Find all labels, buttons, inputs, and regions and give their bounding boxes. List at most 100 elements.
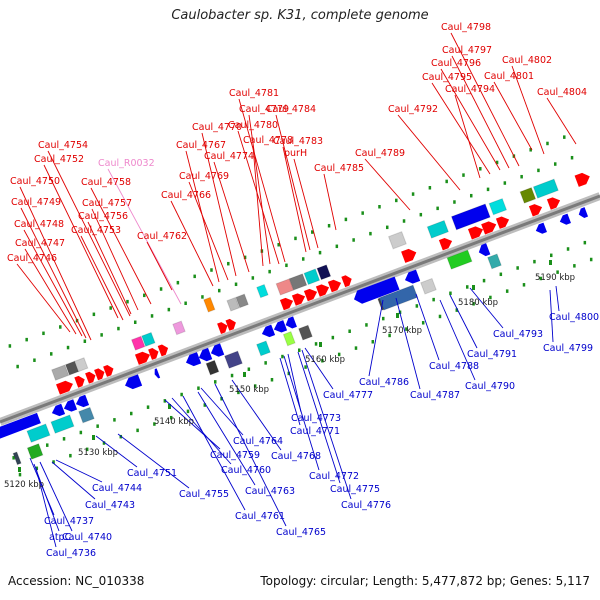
gene-reverse-arrow[interactable]: [209, 343, 225, 358]
gene-forward-arrow[interactable]: [341, 274, 353, 288]
gene-block[interactable]: [50, 414, 75, 434]
gene-label-forward[interactable]: Caul_4774: [204, 151, 254, 162]
gene-label-reverse[interactable]: atpC: [49, 532, 72, 543]
gene-label-reverse[interactable]: Caul_4800: [549, 312, 599, 323]
gene-label-reverse[interactable]: Caul_4775: [330, 484, 380, 495]
gene-block[interactable]: [235, 293, 249, 309]
gene-label-forward[interactable]: Caul_4753: [71, 225, 121, 236]
gene-label-reverse[interactable]: Caul_4776: [341, 500, 391, 511]
gene-block[interactable]: [205, 359, 220, 376]
gene-reverse-arrow[interactable]: [260, 324, 276, 340]
gene-label-forward[interactable]: Caul_4769: [179, 171, 229, 182]
gene-label-forward[interactable]: Caul_4750: [10, 176, 60, 187]
gene-forward-arrow[interactable]: [134, 350, 152, 365]
gene-label-forward[interactable]: Caul_4749: [11, 197, 61, 208]
gene-label-forward[interactable]: Caul_4766: [161, 190, 211, 201]
gene-reverse-arrow[interactable]: [477, 243, 491, 258]
gene-block[interactable]: [488, 197, 508, 216]
gene-reverse-arrow[interactable]: [0, 412, 41, 441]
gene-block[interactable]: [26, 423, 51, 443]
gene-label-forward[interactable]: Caul_4754: [38, 140, 88, 151]
gene-label-reverse[interactable]: Caul_4793: [493, 329, 543, 340]
gene-label-reverse[interactable]: Caul_4755: [179, 489, 229, 500]
gene-label-forward[interactable]: Caul_4794: [445, 84, 495, 95]
gene-label-forward[interactable]: Caul_4785: [314, 163, 364, 174]
gene-block[interactable]: [519, 187, 537, 204]
gene-forward-arrow[interactable]: [157, 343, 170, 357]
gene-label-forward[interactable]: purH: [284, 148, 307, 159]
gene-block[interactable]: [73, 357, 89, 373]
gene-label-reverse[interactable]: Caul_4777: [323, 390, 373, 401]
gene-block[interactable]: [298, 324, 313, 341]
gene-forward-arrow[interactable]: [56, 379, 75, 395]
gene-label-forward[interactable]: Caul_4801: [484, 71, 534, 82]
gene-label-forward[interactable]: Caul_4748: [14, 219, 64, 230]
gene-label-reverse[interactable]: Caul_4771: [290, 426, 340, 437]
gene-reverse-arrow[interactable]: [74, 394, 90, 410]
gene-label-forward[interactable]: Caul_4798: [441, 22, 491, 33]
gene-reverse-arrow[interactable]: [352, 276, 400, 306]
gene-block[interactable]: [256, 340, 271, 357]
gene-label-reverse[interactable]: Caul_4763: [245, 486, 295, 497]
gene-block[interactable]: [387, 231, 407, 250]
gene-block[interactable]: [282, 331, 296, 347]
gene-label-forward[interactable]: Caul_4789: [355, 148, 405, 159]
gene-block[interactable]: [12, 451, 22, 466]
gene-forward-arrow[interactable]: [467, 224, 485, 240]
gene-forward-arrow[interactable]: [495, 214, 511, 229]
gene-reverse-arrow[interactable]: [577, 207, 589, 219]
gene-label-reverse[interactable]: Caul_4761: [235, 511, 285, 522]
gene-forward-arrow[interactable]: [74, 374, 86, 388]
gene-label-forward[interactable]: Caul_4802: [502, 55, 552, 66]
gene-block[interactable]: [130, 335, 146, 351]
gene-label-forward[interactable]: Caul_4781: [229, 88, 279, 99]
gene-label-reverse[interactable]: Caul_4751: [127, 468, 177, 479]
gene-reverse-arrow[interactable]: [184, 352, 202, 368]
gene-label-reverse[interactable]: Caul_4760: [221, 465, 271, 476]
gene-forward-arrow[interactable]: [315, 282, 331, 297]
gene-label-forward[interactable]: Caul_4770: [192, 122, 242, 133]
gene-label-forward[interactable]: Caul_4796: [431, 58, 481, 69]
gene-label-forward[interactable]: Caul_4756: [78, 211, 128, 222]
gene-block[interactable]: [51, 364, 70, 381]
gene-forward-arrow[interactable]: [85, 370, 97, 384]
gene-reverse-arrow[interactable]: [534, 222, 547, 236]
gene-block[interactable]: [288, 273, 308, 291]
gene-block[interactable]: [532, 178, 559, 199]
gene-label-reverse[interactable]: Caul_4765: [276, 527, 326, 538]
gene-forward-arrow[interactable]: [438, 236, 454, 251]
gene-label-reverse[interactable]: Caul_4768: [271, 451, 321, 462]
gene-block[interactable]: [172, 320, 186, 336]
gene-forward-arrow[interactable]: [279, 296, 295, 311]
gene-block[interactable]: [487, 253, 502, 270]
gene-label-reverse[interactable]: Caul_4744: [92, 483, 142, 494]
gene-block[interactable]: [78, 406, 95, 424]
gene-label-forward[interactable]: Caul_4783: [273, 136, 323, 147]
gene-block[interactable]: [446, 249, 473, 270]
gene-forward-arrow[interactable]: [103, 363, 115, 377]
gene-forward-arrow[interactable]: [327, 278, 343, 293]
gene-label-reverse[interactable]: Caul_4759: [210, 450, 260, 461]
gene-block[interactable]: [275, 278, 295, 296]
gene-label-forward[interactable]: Caul_4795: [422, 72, 472, 83]
gene-label-forward[interactable]: Caul_R0032: [98, 158, 155, 169]
gene-block[interactable]: [420, 277, 437, 295]
gene-block[interactable]: [303, 268, 321, 286]
gene-label-reverse[interactable]: Caul_4786: [359, 377, 409, 388]
gene-label-reverse[interactable]: Caul_4743: [85, 500, 135, 511]
gene-forward-arrow[interactable]: [291, 291, 307, 306]
gene-block[interactable]: [316, 264, 332, 281]
gene-block[interactable]: [256, 283, 269, 299]
gene-reverse-arrow[interactable]: [123, 374, 143, 391]
gene-label-reverse[interactable]: Caul_4764: [233, 436, 283, 447]
gene-reverse-arrow[interactable]: [272, 320, 288, 335]
gene-reverse-arrow[interactable]: [197, 347, 213, 363]
gene-label-forward[interactable]: Caul_4804: [537, 87, 587, 98]
gene-forward-arrow[interactable]: [401, 247, 418, 263]
gene-label-forward[interactable]: Caul_4746: [7, 253, 57, 264]
gene-label-forward[interactable]: Caul_4784: [266, 104, 316, 115]
gene-reverse-arrow[interactable]: [62, 399, 78, 414]
gene-label-reverse[interactable]: Caul_4737: [44, 516, 94, 527]
gene-label-forward[interactable]: Caul_4779: [239, 104, 289, 115]
gene-reverse-arrow[interactable]: [403, 269, 421, 286]
